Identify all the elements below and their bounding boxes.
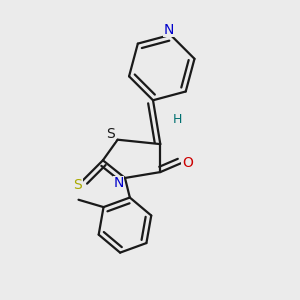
Text: O: O (182, 156, 193, 170)
Text: H: H (172, 113, 182, 126)
Text: S: S (106, 128, 115, 141)
Text: S: S (74, 178, 82, 192)
Text: N: N (113, 176, 124, 190)
Text: N: N (164, 22, 174, 37)
